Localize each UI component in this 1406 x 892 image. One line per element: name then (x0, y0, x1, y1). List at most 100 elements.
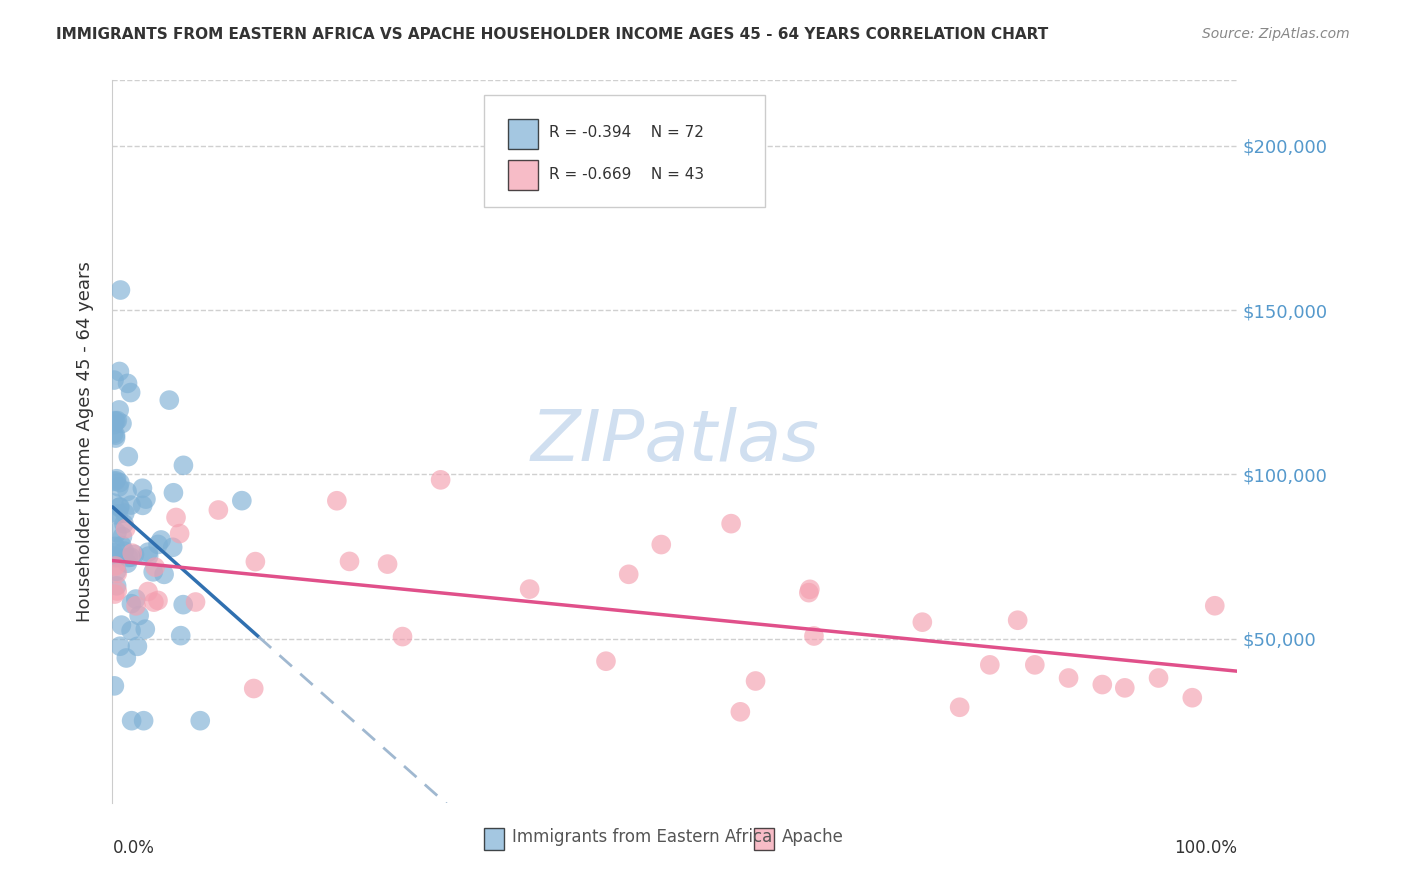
Point (979, 657, 1001, 672)
Point (617, 567, 640, 582)
Point (103, 417, 125, 432)
Point (245, 555, 267, 569)
Point (108, 500, 131, 515)
Point (115, 484, 138, 499)
FancyBboxPatch shape (754, 828, 773, 850)
Point (1181, 690, 1204, 705)
Point (117, 376, 139, 391)
Y-axis label: Householder Income Ages 45 - 64 years: Householder Income Ages 45 - 64 years (76, 261, 94, 622)
FancyBboxPatch shape (509, 119, 537, 149)
Point (117, 556, 139, 570)
Point (103, 426, 125, 441)
FancyBboxPatch shape (484, 95, 765, 207)
Point (339, 554, 361, 568)
Point (429, 473, 451, 487)
Point (108, 403, 131, 417)
Point (108, 364, 131, 378)
Point (138, 549, 160, 563)
Point (1114, 681, 1136, 695)
Point (103, 549, 125, 564)
Point (172, 458, 194, 473)
Point (519, 582, 541, 596)
Point (104, 540, 127, 554)
Point (157, 393, 180, 408)
Point (1057, 671, 1080, 685)
Point (105, 584, 128, 599)
Point (207, 503, 229, 517)
FancyBboxPatch shape (509, 160, 537, 190)
Point (111, 417, 134, 431)
Point (120, 385, 142, 400)
FancyBboxPatch shape (484, 828, 503, 850)
Point (103, 373, 125, 387)
Point (108, 475, 131, 490)
Point (242, 681, 264, 696)
Point (105, 565, 128, 579)
Point (1091, 677, 1114, 691)
Point (162, 541, 184, 555)
Point (103, 496, 125, 510)
Text: R = -0.669    N = 43: R = -0.669 N = 43 (548, 167, 704, 182)
Point (391, 630, 413, 644)
Point (799, 582, 821, 597)
Point (377, 557, 399, 571)
Text: 100.0%: 100.0% (1174, 838, 1237, 857)
Point (120, 550, 142, 565)
Point (112, 516, 135, 531)
Point (730, 705, 752, 719)
Point (132, 714, 155, 728)
Point (125, 592, 148, 607)
Point (949, 700, 972, 714)
Point (121, 546, 143, 560)
Point (172, 598, 194, 612)
Point (111, 530, 134, 544)
Point (108, 480, 131, 494)
Point (150, 533, 173, 547)
Point (110, 283, 132, 297)
Point (797, 585, 820, 599)
Point (803, 629, 825, 643)
Text: Immigrants from Eastern Africa: Immigrants from Eastern Africa (512, 829, 772, 847)
Point (104, 415, 127, 429)
Point (124, 548, 146, 562)
Point (142, 565, 165, 579)
Point (162, 485, 184, 500)
Point (1204, 599, 1226, 613)
Point (128, 608, 150, 623)
Point (1024, 657, 1046, 672)
Point (125, 599, 148, 613)
Point (105, 414, 128, 428)
Point (115, 651, 138, 665)
Point (142, 595, 165, 609)
Point (105, 579, 128, 593)
Point (1007, 613, 1029, 627)
Point (114, 522, 136, 536)
Point (103, 679, 125, 693)
Point (911, 615, 934, 630)
Point (136, 584, 159, 599)
Point (107, 507, 129, 521)
Point (188, 714, 211, 728)
Point (120, 624, 142, 638)
Text: Apache: Apache (782, 829, 844, 847)
Point (650, 537, 672, 551)
Point (1147, 671, 1170, 685)
Point (184, 595, 207, 609)
Point (170, 629, 193, 643)
Point (120, 597, 142, 611)
Point (143, 560, 166, 574)
Point (146, 593, 169, 607)
Point (127, 640, 149, 654)
Point (103, 475, 125, 489)
Point (121, 714, 143, 728)
Point (165, 510, 187, 524)
Point (114, 506, 136, 520)
Point (595, 654, 617, 668)
Point (105, 472, 128, 486)
Point (120, 498, 142, 512)
Point (105, 550, 128, 565)
Text: Source: ZipAtlas.com: Source: ZipAtlas.com (1202, 27, 1350, 41)
Text: IMMIGRANTS FROM EASTERN AFRICA VS APACHE HOUSEHOLDER INCOME AGES 45 - 64 YEARS C: IMMIGRANTS FROM EASTERN AFRICA VS APACHE… (56, 27, 1049, 42)
Point (720, 516, 742, 531)
Point (104, 428, 127, 442)
